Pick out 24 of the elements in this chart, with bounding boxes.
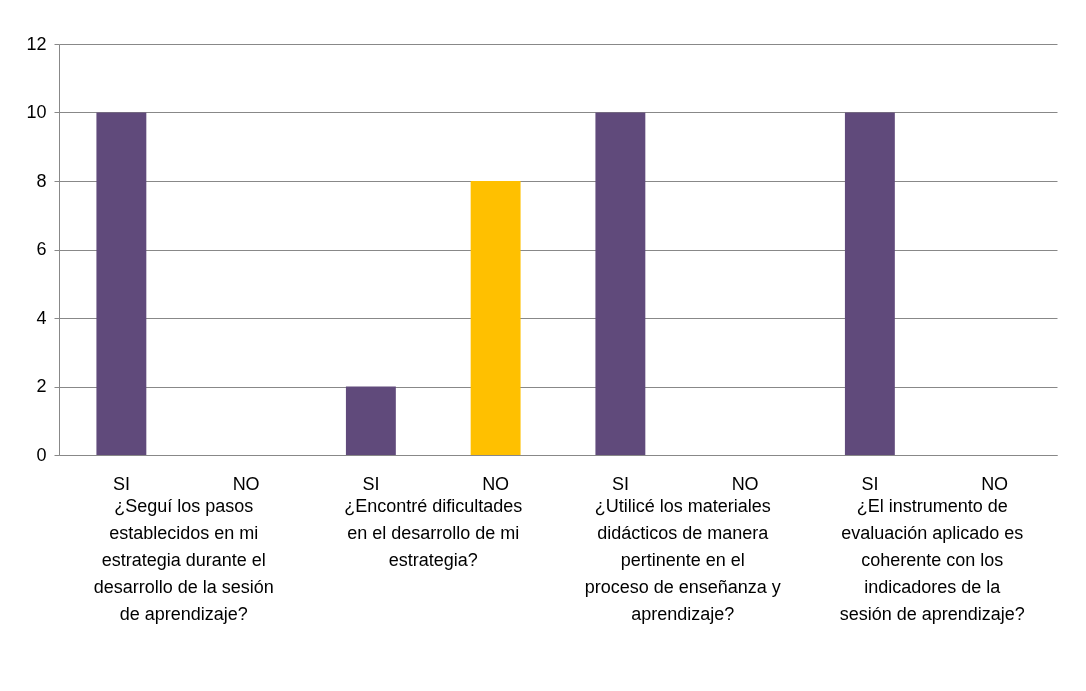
x-tick-label: NO [232, 473, 260, 494]
x-tick-label: NO [482, 473, 510, 494]
x-tick-label: SI [611, 473, 629, 494]
y-tick-label: 10 [26, 102, 47, 122]
y-tick-label: 6 [36, 239, 47, 259]
y-tick-label: 0 [36, 444, 47, 465]
bar [470, 181, 521, 455]
bar [595, 112, 646, 455]
x-tick-label: SI [362, 473, 380, 494]
bar [96, 112, 147, 455]
y-tick-label: 8 [36, 170, 47, 191]
text: ¿Seguí los pasos establecidos en mi estrategia durante el desarrollo de la sesión de aprendizaje? [93, 496, 274, 624]
y-tick-label: 12 [26, 33, 47, 54]
text: ¿El instrumento de evaluación aplicado es coherente con los indicadores de la sesión de aprendizaje? [839, 496, 1025, 624]
x-tick-label: NO [731, 473, 759, 494]
x-tick-label: SI [861, 473, 879, 494]
text: ¿Utilicé los materiales didácticos de manera pertinente en el proceso de enseñanza y aprendizaje? [584, 496, 781, 624]
x-tick-label: NO [981, 473, 1009, 494]
text: ¿Encontré dificultades en el desarrollo de mi estrategia? [344, 496, 523, 570]
y-tick-label: 2 [36, 376, 47, 396]
y-tick-label: 4 [36, 307, 47, 328]
x-tick-label: SI [112, 473, 130, 494]
bar [345, 386, 396, 455]
bar [844, 112, 895, 455]
